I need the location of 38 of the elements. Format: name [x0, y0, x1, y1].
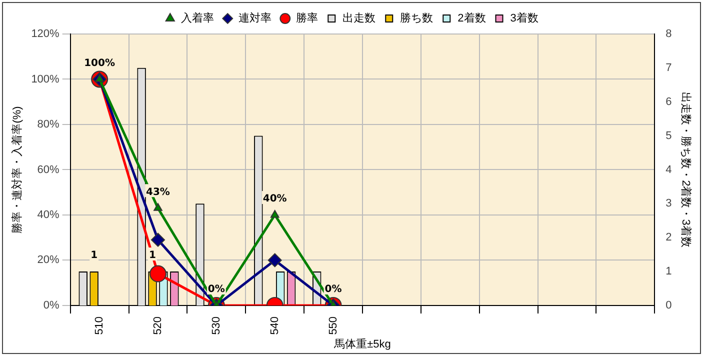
y-tick-label: 40% [37, 208, 60, 221]
legend-label: 3着数 [510, 12, 538, 25]
legend-label: 出走数 [342, 12, 376, 25]
y-tick-label: 0% [43, 299, 60, 312]
y2-tick-label: 0 [666, 299, 672, 312]
x-tick-label: 510 [94, 316, 106, 335]
y2-tick-label: 5 [666, 130, 672, 142]
x-tick-label: 530 [210, 316, 222, 335]
x-tick-label: 520 [152, 316, 164, 335]
x-axis-title: 馬体重±5kg [333, 337, 391, 350]
y-tick-label: 120% [31, 28, 60, 40]
y2-tick-label: 8 [666, 28, 672, 40]
y2-tick-label: 7 [666, 62, 672, 74]
data-label: 0% [324, 284, 342, 296]
data-label: 1 [90, 250, 98, 262]
y-tick-label: 80% [37, 118, 60, 131]
data-label: 1 [149, 250, 156, 262]
y2-tick-label: 3 [666, 198, 672, 210]
y2-tick-label: 6 [666, 96, 672, 108]
legend-label: 連対率 [238, 12, 272, 25]
x-tick-label: 550 [327, 316, 340, 335]
y-tick-label: 20% [37, 254, 60, 266]
data-label: 100% [84, 58, 116, 69]
y-axis-title: 勝率・連対率・入着率(%) [10, 106, 24, 234]
data-label: 0% [208, 284, 225, 296]
y2-axis-title: 出走数・勝ち数・2着数・3着数 [679, 92, 692, 248]
y2-tick-label: 4 [666, 164, 672, 176]
legend-label: 勝ち数 [400, 12, 434, 25]
legend-label: 2着数 [458, 12, 486, 25]
y2-tick-label: 1 [666, 266, 672, 278]
y-tick-label: 100% [31, 73, 60, 86]
legend-label: 入着率 [181, 12, 214, 25]
legend-label: 勝率 [296, 12, 318, 25]
y-tick-label: 60% [37, 164, 60, 176]
x-tick-label: 540 [268, 316, 281, 335]
data-label: 40% [262, 194, 287, 205]
data-label: 43% [146, 186, 170, 198]
y2-tick-label: 2 [666, 232, 672, 244]
